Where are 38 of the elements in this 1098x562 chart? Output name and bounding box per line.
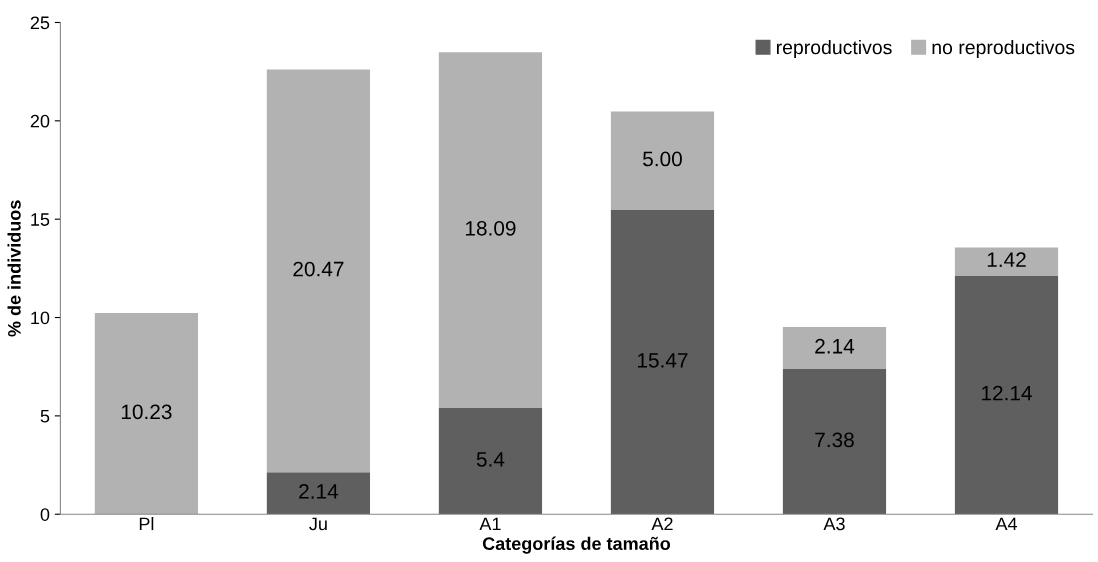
data-label: 15.47 (637, 353, 688, 368)
bar (954, 247, 1059, 276)
bar (438, 408, 543, 515)
data-label: 5.00 (643, 151, 682, 167)
data-label: 20.47 (293, 261, 344, 277)
y-tick-label: 10 (31, 311, 50, 325)
bar (782, 369, 887, 515)
y-tick-label: 5 (40, 410, 50, 423)
y-tick-label: 15 (31, 213, 50, 226)
x-tick-label: Pl (139, 517, 154, 531)
data-label: 7.38 (815, 432, 854, 448)
data-label: 12.14 (982, 385, 1032, 401)
y-tick-label: 25 (30, 16, 50, 30)
x-axis-title: Categorías de tamaño (482, 536, 671, 554)
legend-label: no reproductivos (932, 39, 1075, 59)
y-tick-label: 0 (40, 508, 50, 521)
bar (954, 275, 1059, 515)
x-tick-label: A4 (995, 517, 1018, 531)
x-tick-label: A2 (651, 517, 673, 531)
bar (266, 69, 371, 473)
data-label: 2.14 (299, 484, 339, 499)
data-label: 10.23 (121, 404, 172, 420)
bar (438, 52, 543, 409)
data-label: 1.42 (987, 252, 1026, 267)
legend-label: reproductivos (776, 39, 892, 59)
bar (94, 313, 199, 515)
data-label: 5.4 (476, 452, 505, 467)
data-label: 2.14 (815, 338, 855, 354)
y-axis-title: % de individuos (7, 200, 21, 337)
y-tick-label: 20 (30, 114, 50, 128)
x-tick-label: A3 (823, 517, 845, 531)
bar (610, 209, 715, 515)
x-tick-label: A1 (479, 517, 501, 531)
bar (266, 472, 371, 515)
x-tick-label: Ju (309, 517, 327, 531)
bar (782, 326, 887, 370)
bar (610, 111, 715, 210)
data-label: 18.09 (465, 220, 516, 236)
